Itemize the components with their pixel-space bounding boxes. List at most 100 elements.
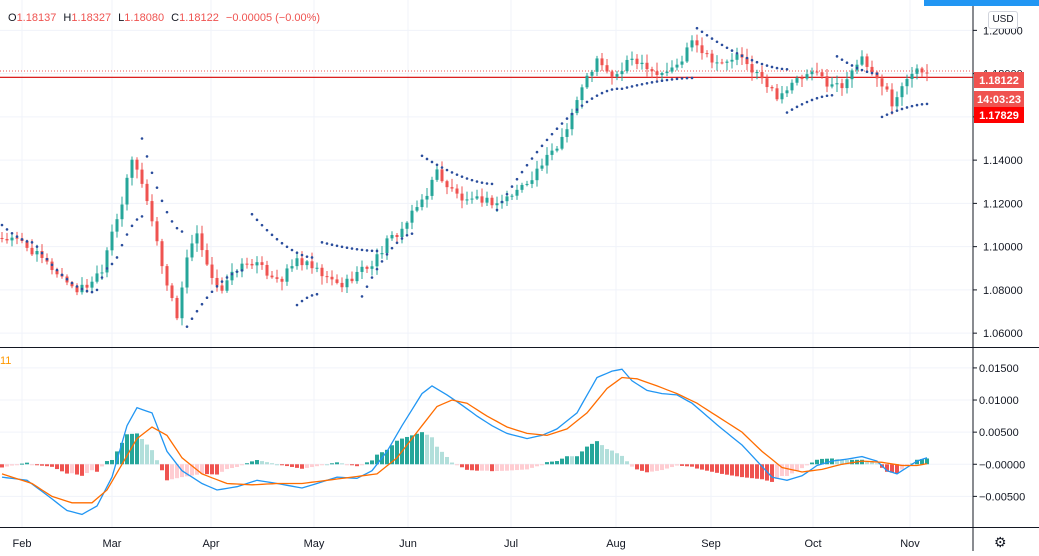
histogram-bar xyxy=(480,464,484,471)
histogram-bar xyxy=(585,446,589,465)
sar-dot xyxy=(625,86,629,89)
sar-dot xyxy=(305,255,309,258)
candle-body xyxy=(870,66,874,73)
sar-dot xyxy=(250,212,254,216)
candle-body xyxy=(150,201,154,222)
histogram-bar xyxy=(100,464,104,467)
sar-dot xyxy=(590,97,594,100)
candle-body xyxy=(525,183,529,185)
histogram-bar xyxy=(875,463,879,465)
sar-dot xyxy=(225,276,229,279)
sar-dot xyxy=(480,181,484,184)
candle xyxy=(410,204,414,230)
histogram-bar xyxy=(665,464,669,469)
histogram-bar xyxy=(280,464,284,466)
histogram-bar xyxy=(555,461,559,465)
sar-dot xyxy=(465,177,469,180)
candle xyxy=(775,84,779,102)
candle-body xyxy=(570,113,574,130)
histogram-bar xyxy=(560,458,564,465)
candle xyxy=(520,182,524,193)
candle-body xyxy=(840,83,844,89)
histogram-bar xyxy=(125,434,129,465)
sar-dot xyxy=(235,270,239,273)
candle-body xyxy=(865,56,869,67)
sar-dot xyxy=(360,248,364,252)
candle xyxy=(915,64,919,80)
histogram-bar xyxy=(660,464,664,471)
histogram-bar xyxy=(725,464,729,475)
candle xyxy=(455,184,459,199)
candle xyxy=(110,224,114,256)
sar-dot xyxy=(15,235,19,238)
histogram-bar xyxy=(415,433,419,465)
candle xyxy=(575,96,579,116)
gear-icon[interactable]: ⚙ xyxy=(994,534,1007,550)
candle-body xyxy=(725,61,729,63)
sar-dot xyxy=(710,37,714,40)
histogram-bar xyxy=(865,460,869,465)
x-tick-label: Jul xyxy=(504,538,518,550)
candle-body xyxy=(540,165,544,169)
candle-body xyxy=(255,262,259,266)
candle-body xyxy=(360,266,364,272)
candle-body xyxy=(180,287,184,319)
candle-body xyxy=(400,228,404,238)
histogram-bar xyxy=(610,450,614,465)
candle-body xyxy=(490,197,494,206)
histogram-bar xyxy=(465,464,469,470)
sar-dot xyxy=(85,289,89,293)
sar-dot xyxy=(795,105,799,109)
candle-body xyxy=(895,97,899,107)
candle xyxy=(535,160,539,187)
currency-button[interactable]: USD xyxy=(988,11,1018,29)
sar-dot xyxy=(595,94,599,97)
histogram-bar xyxy=(315,464,319,467)
candle-body xyxy=(745,57,749,65)
sar-dot xyxy=(360,295,364,298)
sar-dot xyxy=(800,102,804,106)
histogram-bar xyxy=(745,464,749,478)
x-tick-label: Nov xyxy=(900,538,920,550)
sar-dot xyxy=(820,95,824,99)
sar-dot xyxy=(280,241,284,245)
candle-body xyxy=(40,251,44,258)
histogram-bar xyxy=(75,464,79,475)
histogram-bar xyxy=(895,464,899,474)
histogram-bar xyxy=(515,464,519,471)
candle-body xyxy=(130,159,134,178)
candle-body xyxy=(495,203,499,206)
candle xyxy=(565,123,569,143)
low-value: 1.18080 xyxy=(124,12,165,24)
x-tick-label: Mar xyxy=(103,538,122,550)
candle xyxy=(385,235,389,260)
candle xyxy=(680,55,684,69)
candle xyxy=(120,196,124,227)
sar-dot xyxy=(540,144,544,148)
candle xyxy=(170,283,174,302)
histogram-bar xyxy=(715,464,719,473)
candle-body xyxy=(795,78,799,83)
histogram-bar xyxy=(770,464,774,482)
candle xyxy=(545,147,549,174)
close-value: 1.18122 xyxy=(179,12,219,24)
sar-dot xyxy=(755,60,759,64)
candle xyxy=(770,85,774,92)
candle xyxy=(290,259,294,272)
sar-dot xyxy=(445,168,449,172)
candle xyxy=(435,163,439,182)
candle xyxy=(195,225,199,252)
histogram-bar xyxy=(445,456,449,465)
candle-body xyxy=(785,90,789,94)
candle xyxy=(720,58,724,65)
histogram-bar xyxy=(845,459,849,465)
sar-dot xyxy=(520,170,524,174)
candle xyxy=(895,91,899,111)
histogram-bar xyxy=(685,464,689,467)
histogram-bar xyxy=(490,464,494,472)
candle-body xyxy=(775,88,779,100)
candle-body xyxy=(185,257,189,288)
histogram-bar xyxy=(805,464,809,466)
candle xyxy=(790,79,794,94)
